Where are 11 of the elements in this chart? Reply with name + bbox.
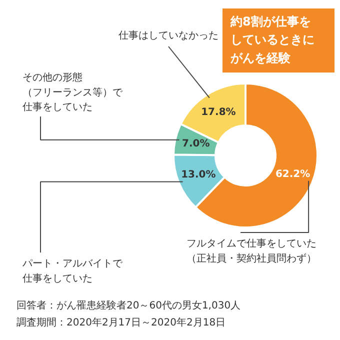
slice-label: フルタイムで仕事をしていた（正社員・契約社員問わず） <box>186 238 316 264</box>
data-label: 13.0% <box>181 170 216 181</box>
text: 約8割が仕事をしているときにがんを経験 <box>230 14 314 65</box>
data-label: 17.8% <box>201 106 236 118</box>
text: 回答者：がん罹患経験者20～60代の男女1,030人 <box>16 300 241 312</box>
slice-label: 仕事はしていなかった <box>118 30 218 42</box>
data-label: 62.2% <box>275 169 310 180</box>
data-label: 7.0% <box>182 138 210 150</box>
text: 調査期間：2020年2月17日～2020年2月18日 <box>16 316 226 328</box>
slice-label: パート・アルバイトで仕事をしていた <box>22 258 124 284</box>
slice-label: その他の形態（フリーランス等）で仕事をしていた <box>22 72 124 114</box>
